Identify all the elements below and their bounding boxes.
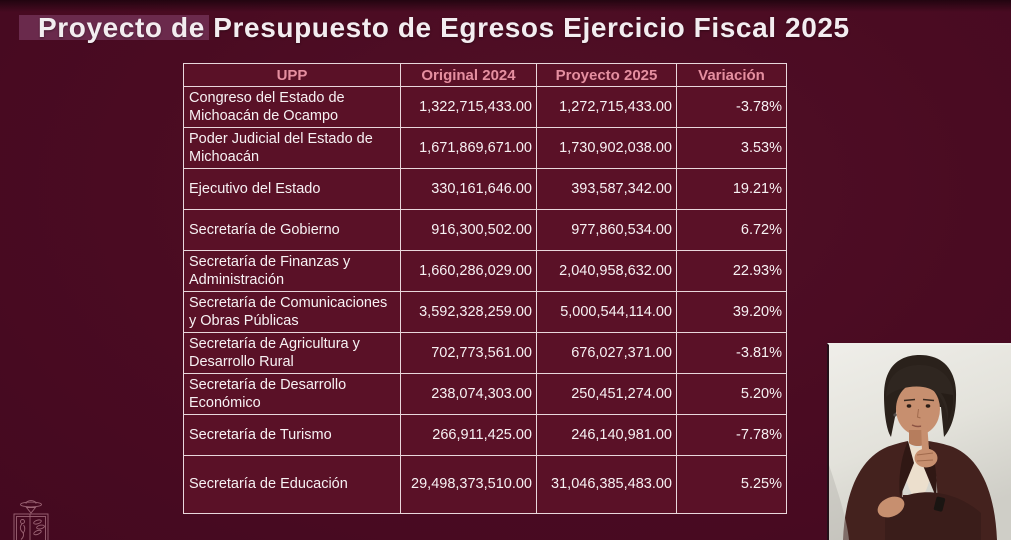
cell-upp: Secretaría de Agricultura y Desarrollo R… bbox=[183, 332, 401, 374]
cell-proyecto-2025: 1,272,715,433.00 bbox=[536, 86, 677, 128]
cell-upp: Secretaría de Comunicaciones y Obras Púb… bbox=[183, 291, 401, 333]
cell-proyecto-2025: 393,587,342.00 bbox=[536, 168, 677, 210]
table-row: Poder Judicial del Estado de Michoacán 1,… bbox=[183, 127, 787, 169]
cell-upp: Secretaría de Gobierno bbox=[183, 209, 401, 251]
state-congress-emblem-watermark bbox=[13, 500, 49, 540]
budget-table: UPP Original 2024 Proyecto 2025 Variació… bbox=[183, 63, 787, 514]
page-title: Proyecto de Presupuesto de Egresos Ejerc… bbox=[38, 12, 850, 43]
table-row: Ejecutivo del Estado 330,161,646.00 393,58… bbox=[183, 168, 787, 210]
cell-original-2024: 1,322,715,433.00 bbox=[400, 86, 537, 128]
table-row: Secretaría de Finanzas y Administración 1… bbox=[183, 250, 787, 292]
interpreter-illustration bbox=[829, 345, 1011, 540]
cell-proyecto-2025: 977,860,534.00 bbox=[536, 209, 677, 251]
cell-proyecto-2025: 250,451,274.00 bbox=[536, 373, 677, 415]
cell-upp: Ejecutivo del Estado bbox=[183, 168, 401, 210]
cell-variacion: 22.93% bbox=[676, 250, 787, 292]
cell-upp: Poder Judicial del Estado de Michoacán bbox=[183, 127, 401, 169]
cell-original-2024: 3,592,328,259.00 bbox=[400, 291, 537, 333]
cell-original-2024: 916,300,502.00 bbox=[400, 209, 537, 251]
column-header-proyecto-2025: Proyecto 2025 bbox=[536, 63, 677, 87]
table-body: Congreso del Estado de Michoacán de Ocam… bbox=[183, 86, 787, 514]
cell-upp: Secretaría de Finanzas y Administración bbox=[183, 250, 401, 292]
cell-variacion: 5.20% bbox=[676, 373, 787, 415]
column-header-upp: UPP bbox=[183, 63, 401, 87]
cell-original-2024: 29,498,373,510.00 bbox=[400, 455, 537, 514]
cell-proyecto-2025: 246,140,981.00 bbox=[536, 414, 677, 456]
cell-variacion: 5.25% bbox=[676, 455, 787, 514]
cell-upp: Secretaría de Turismo bbox=[183, 414, 401, 456]
cell-variacion: 39.20% bbox=[676, 291, 787, 333]
table-row: Secretaría de Comunicaciones y Obras Púb… bbox=[183, 291, 787, 333]
sign-language-interpreter-video bbox=[827, 343, 1011, 540]
title-highlight-bar bbox=[19, 15, 209, 40]
table-row: Secretaría de Gobierno 916,300,502.00 977,… bbox=[183, 209, 787, 251]
column-header-variacion: Variación bbox=[676, 63, 787, 87]
cell-original-2024: 1,671,869,671.00 bbox=[400, 127, 537, 169]
cell-variacion: -7.78% bbox=[676, 414, 787, 456]
table-header-row: UPP Original 2024 Proyecto 2025 Variació… bbox=[183, 63, 787, 87]
cell-variacion: 3.53% bbox=[676, 127, 787, 169]
table-row: Secretaría de Educación 29,498,373,510.00… bbox=[183, 455, 787, 514]
cell-proyecto-2025: 2,040,958,632.00 bbox=[536, 250, 677, 292]
cell-variacion: -3.81% bbox=[676, 332, 787, 374]
table-row: Secretaría de Agricultura y Desarrollo R… bbox=[183, 332, 787, 374]
cell-variacion: 19.21% bbox=[676, 168, 787, 210]
cell-upp: Congreso del Estado de Michoacán de Ocam… bbox=[183, 86, 401, 128]
table-row: Secretaría de Turismo 266,911,425.00 246,1… bbox=[183, 414, 787, 456]
cell-original-2024: 238,074,303.00 bbox=[400, 373, 537, 415]
cell-variacion: -3.78% bbox=[676, 86, 787, 128]
column-header-original-2024: Original 2024 bbox=[400, 63, 537, 87]
cell-proyecto-2025: 1,730,902,038.00 bbox=[536, 127, 677, 169]
cell-original-2024: 702,773,561.00 bbox=[400, 332, 537, 374]
cell-proyecto-2025: 5,000,544,114.00 bbox=[536, 291, 677, 333]
cell-upp: Secretaría de Desarrollo Económico bbox=[183, 373, 401, 415]
table-row: Congreso del Estado de Michoacán de Ocam… bbox=[183, 86, 787, 128]
cell-original-2024: 330,161,646.00 bbox=[400, 168, 537, 210]
cell-variacion: 6.72% bbox=[676, 209, 787, 251]
cell-proyecto-2025: 31,046,385,483.00 bbox=[536, 455, 677, 514]
cell-original-2024: 266,911,425.00 bbox=[400, 414, 537, 456]
cell-proyecto-2025: 676,027,371.00 bbox=[536, 332, 677, 374]
table-row: Secretaría de Desarrollo Económico 238,07… bbox=[183, 373, 787, 415]
cell-upp: Secretaría de Educación bbox=[183, 455, 401, 514]
cell-original-2024: 1,660,286,029.00 bbox=[400, 250, 537, 292]
